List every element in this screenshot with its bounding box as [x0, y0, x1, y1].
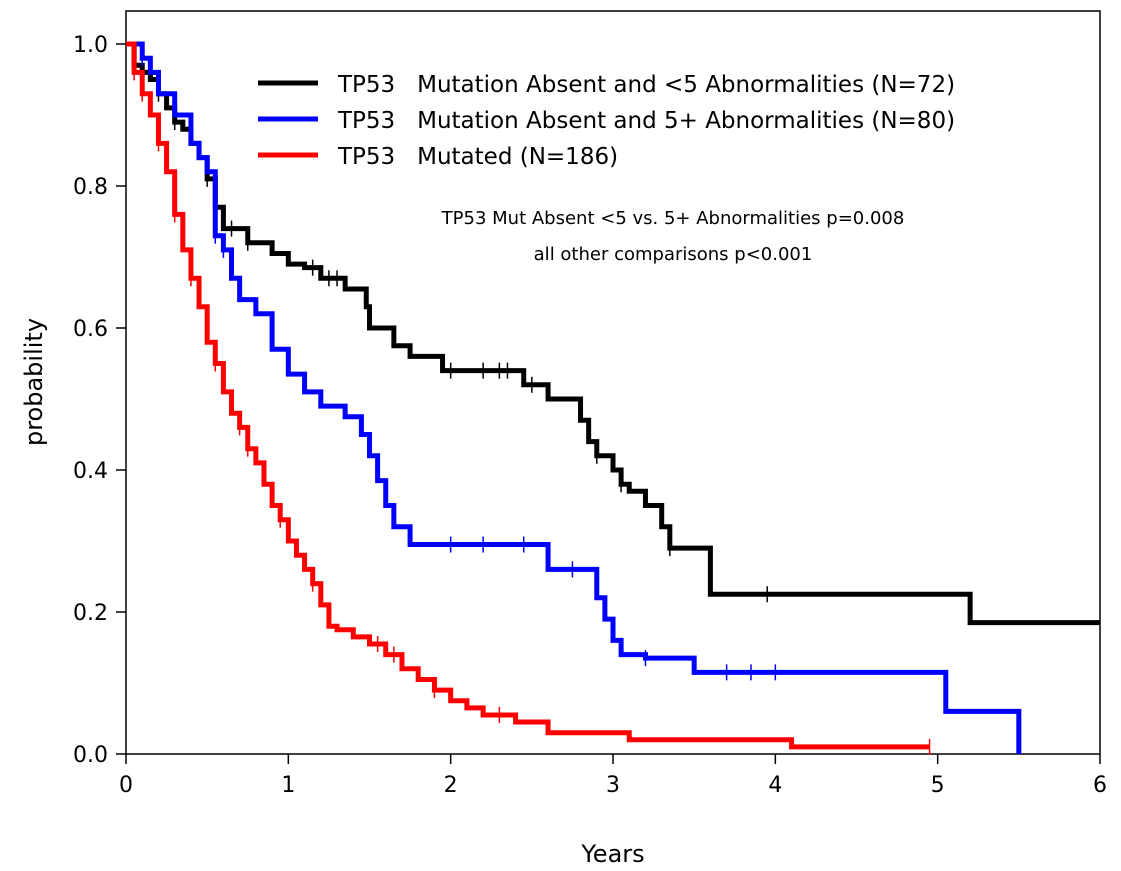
- y-axis: 0.0 0.2 0.4 0.6 0.8 1.0: [73, 33, 126, 768]
- legend-label: TP53 Mutation Absent and <5 Abnormalitie…: [337, 72, 955, 98]
- annotation-other-comparisons: all other comparisons p<0.001: [534, 244, 813, 265]
- y-tick-label: 0.6: [73, 317, 108, 342]
- series-line: [126, 41, 930, 750]
- x-axis-title: Years: [580, 840, 644, 868]
- legend-label: TP53 Mutation Absent and 5+ Abnormalitie…: [337, 108, 955, 134]
- series-group: [126, 41, 1022, 754]
- series-line: [126, 41, 1022, 754]
- x-tick-label: 4: [768, 773, 782, 798]
- legend: TP53 Mutation Absent and <5 Abnormalitie…: [258, 72, 955, 170]
- series-line: [126, 41, 1100, 626]
- x-tick-label: 2: [444, 773, 458, 798]
- x-tick-label: 5: [931, 773, 945, 798]
- x-tick-label: 0: [119, 773, 133, 798]
- series-layer: [126, 41, 1100, 755]
- y-tick-label: 0.0: [73, 743, 108, 768]
- y-tick-label: 0.4: [73, 459, 108, 484]
- x-axis: 0 1 2 3 4 5 6: [119, 754, 1107, 798]
- annotation-pvalue: TP53 Mut Absent <5 vs. 5+ Abnormalities …: [441, 208, 905, 229]
- series-group: [126, 41, 931, 755]
- y-axis-title: probability: [20, 318, 48, 446]
- x-tick-label: 3: [606, 773, 620, 798]
- y-tick-label: 0.2: [73, 601, 108, 626]
- y-tick-label: 1.0: [73, 33, 108, 58]
- x-tick-label: 6: [1093, 773, 1107, 798]
- y-tick-label: 0.8: [73, 175, 108, 200]
- legend-label: TP53 Mutated (N=186): [337, 144, 618, 170]
- x-tick-label: 1: [281, 773, 295, 798]
